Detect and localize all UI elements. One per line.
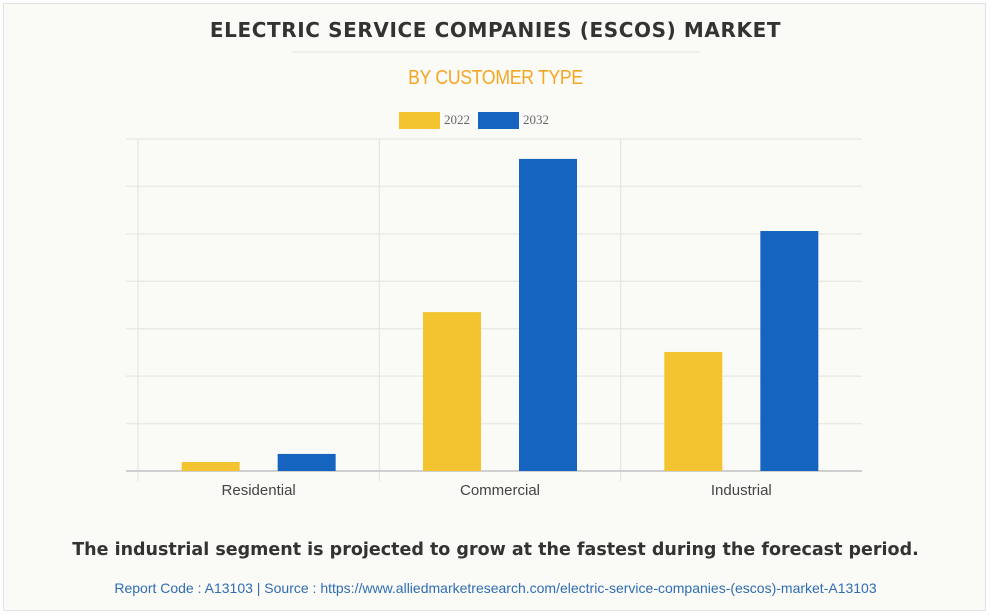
legend-swatch-2022 — [399, 111, 440, 129]
x-tick-label: Commercial — [460, 482, 540, 499]
bar-residential-2032[interactable] — [277, 453, 336, 471]
legend: 2022 2032 — [399, 110, 557, 130]
x-tick-label: Residential — [222, 482, 296, 499]
legend-label-2022: 2022 — [444, 112, 470, 127]
x-tick-label: Industrial — [711, 482, 772, 499]
legend-item-2032[interactable]: 2032 — [478, 111, 549, 129]
chart-subtitle: BY CUSTOMER TYPE — [408, 67, 583, 89]
bar-industrial-2022[interactable] — [664, 351, 723, 471]
bar-residential-2022[interactable] — [181, 461, 240, 471]
bar-industrial-2032[interactable] — [760, 231, 819, 471]
source-link[interactable]: Report Code : A13103 | Source : https://… — [114, 580, 877, 596]
legend-swatch-2032 — [478, 111, 519, 129]
legend-label-2032: 2032 — [523, 112, 549, 127]
legend-item-2022[interactable]: 2022 — [399, 111, 470, 129]
footer-note: The industrial segment is projected to g… — [72, 540, 919, 560]
bar-commercial-2022[interactable] — [423, 312, 481, 471]
chart-title: ELECTRIC SERVICE COMPANIES (ESCOS) MARKE… — [209, 18, 782, 42]
chart-frame — [3, 3, 986, 611]
title-divider — [292, 51, 700, 53]
bar-commercial-2032[interactable] — [519, 158, 577, 472]
